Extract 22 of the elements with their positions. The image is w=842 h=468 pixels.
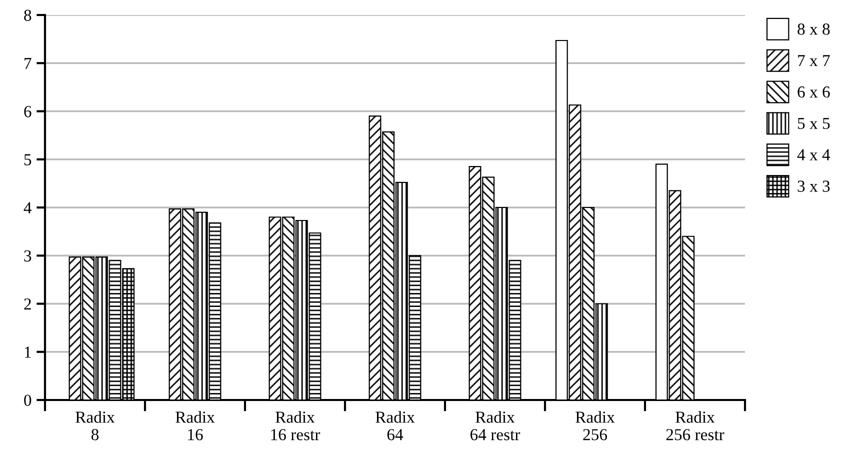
y-tick-label: 3 bbox=[24, 250, 32, 262]
y-tick-label: 7 bbox=[24, 58, 32, 69]
legend-label: 6 x 6 bbox=[798, 86, 830, 98]
x-tick-label: Radix 16 bbox=[176, 411, 215, 440]
y-tick-label: 4 bbox=[24, 202, 32, 214]
y-tick-label: 8 bbox=[24, 10, 32, 21]
y-tick-label: 2 bbox=[24, 298, 31, 310]
legend-label: 8 x 8 bbox=[798, 24, 830, 35]
x-tick-label: Radix 256 bbox=[576, 411, 615, 440]
y-tick-label: 1 bbox=[24, 346, 31, 358]
y-tick-label: 6 bbox=[24, 106, 32, 118]
legend-label: 7 x 7 bbox=[798, 55, 830, 66]
legend-label: 3 x 3 bbox=[798, 180, 830, 192]
y-tick-label: 0 bbox=[24, 394, 32, 406]
x-tick-label: Radix 8 bbox=[76, 411, 115, 440]
legend-label: 5 x 5 bbox=[798, 118, 830, 130]
y-tick-label: 5 bbox=[24, 154, 32, 166]
x-tick-label: Radix 64 restr bbox=[470, 411, 520, 440]
x-tick-label: Radix 256 restr bbox=[666, 411, 724, 440]
x-tick-label: Radix 64 bbox=[376, 411, 415, 440]
x-tick-label: Radix 16 restr bbox=[271, 411, 320, 440]
legend-label: 4 x 4 bbox=[797, 149, 830, 160]
